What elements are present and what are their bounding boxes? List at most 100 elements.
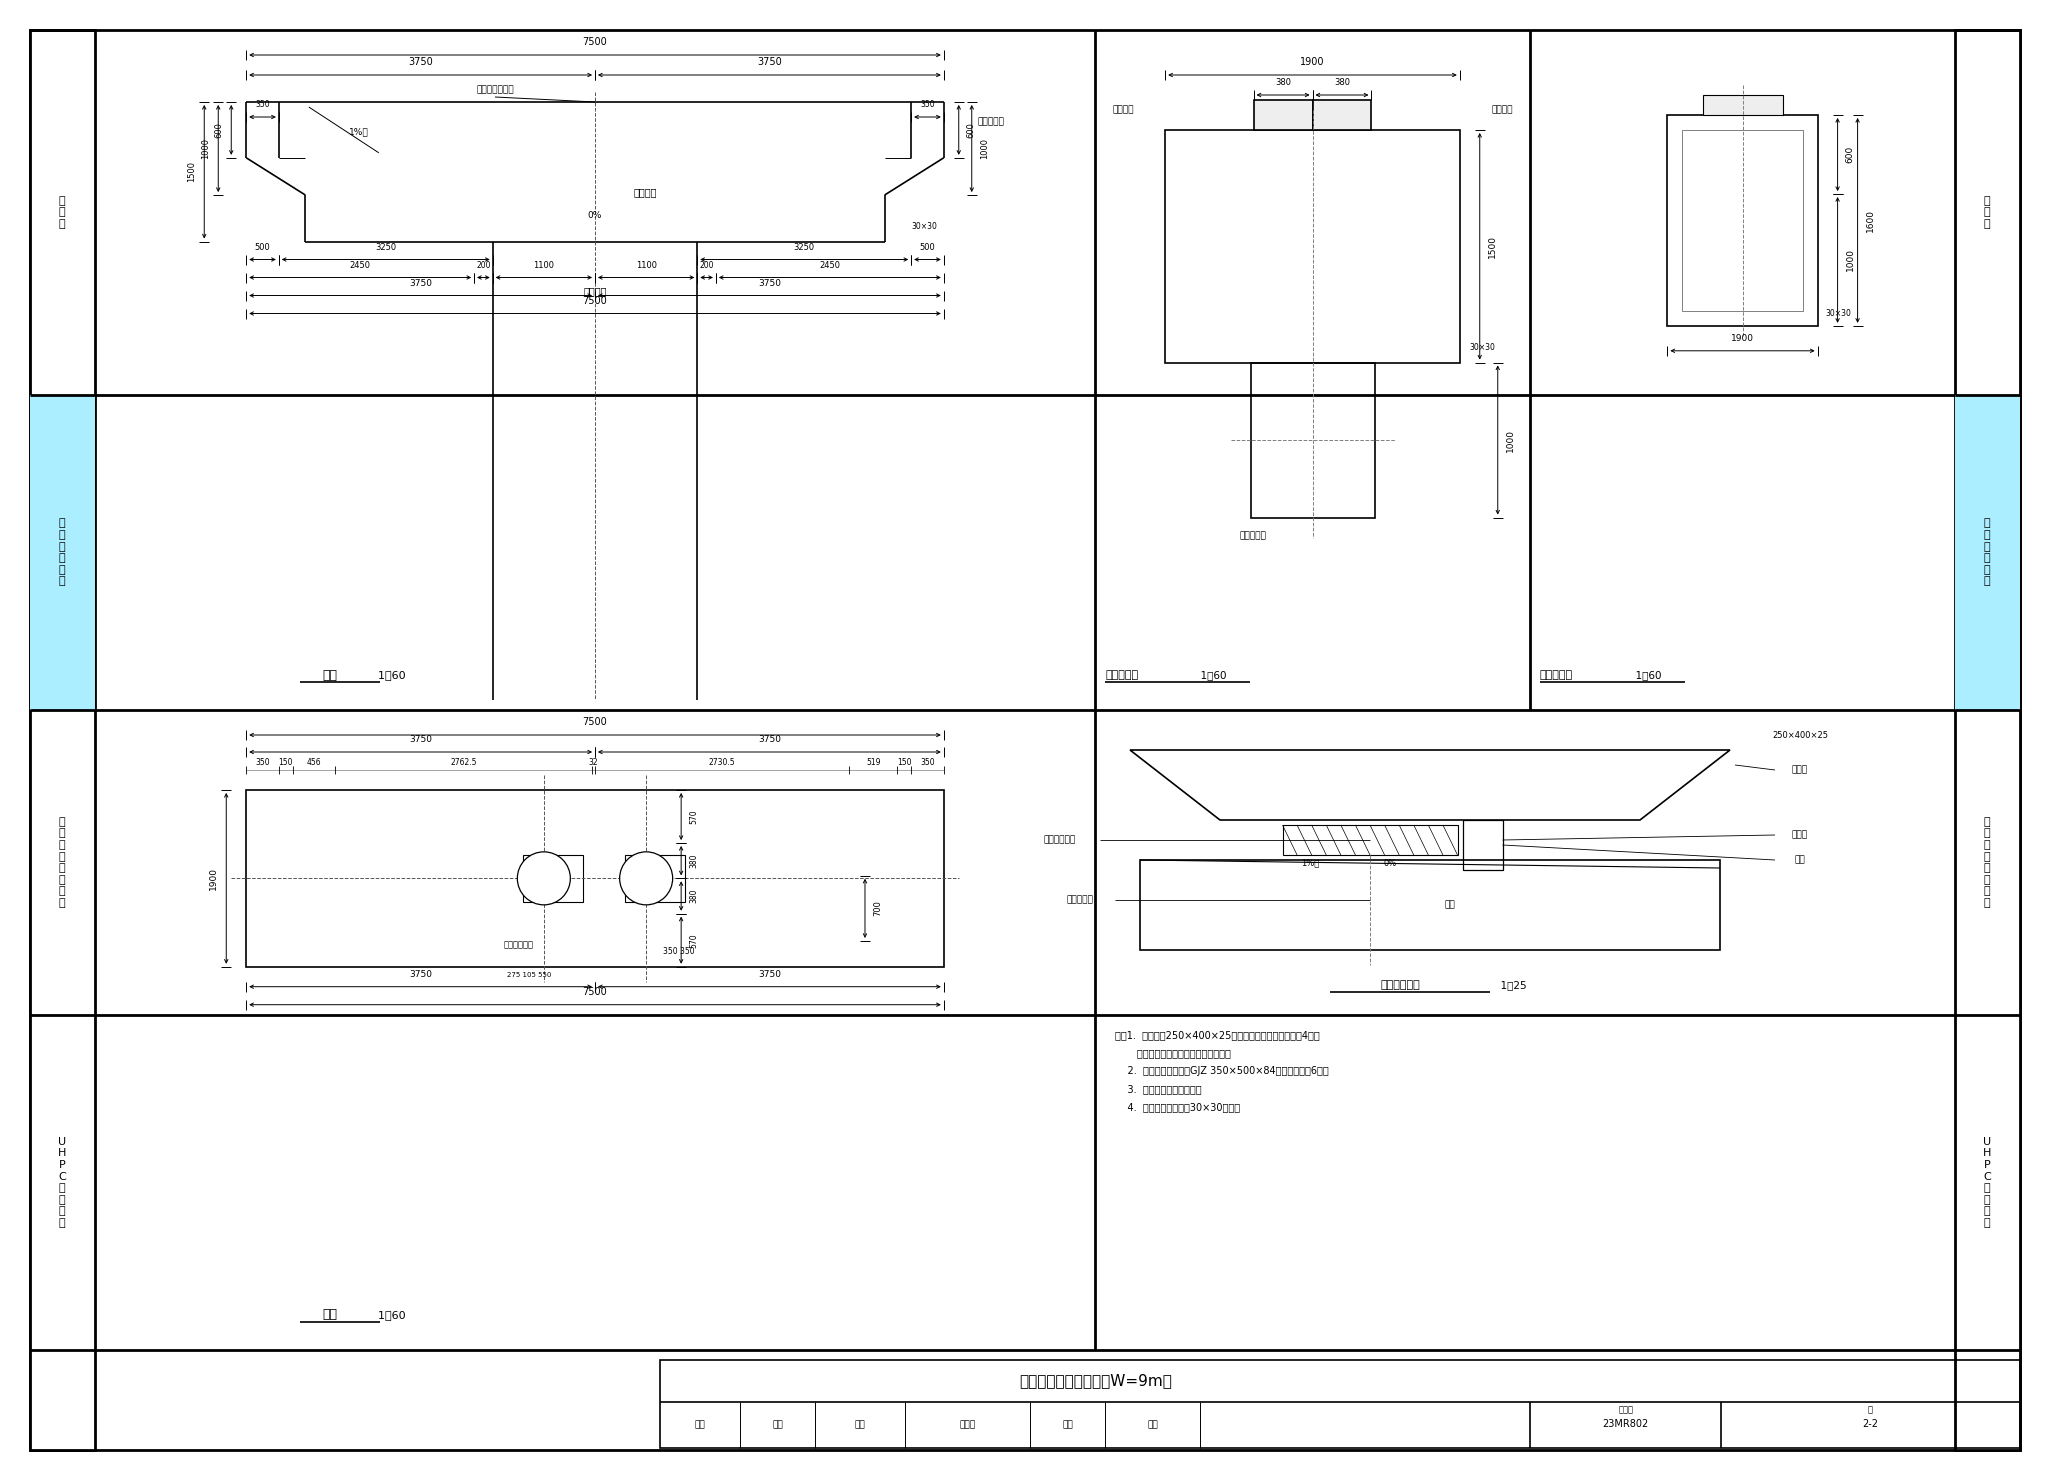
Text: 1100: 1100 [532, 260, 555, 269]
Bar [31, 395, 94, 709]
Bar [1432, 795, 1532, 806]
Text: 7500: 7500 [582, 717, 608, 727]
Text: 7500: 7500 [582, 987, 608, 996]
Text: 570: 570 [688, 933, 698, 947]
Text: 1000: 1000 [1845, 248, 1855, 272]
Text: 页: 页 [1868, 1406, 1874, 1414]
Text: 250×400×25: 250×400×25 [1772, 730, 1829, 739]
Text: 7500: 7500 [582, 37, 608, 47]
Text: 350 350: 350 350 [664, 947, 694, 956]
Text: 抗震橡胶块: 抗震橡胶块 [977, 117, 1006, 127]
Text: 1000: 1000 [979, 137, 989, 160]
Bar [1667, 115, 1817, 325]
Text: 波
纹
钢
管
连
接
桥
墩: 波 纹 钢 管 连 接 桥 墩 [59, 817, 66, 907]
Text: 200: 200 [475, 260, 492, 269]
Text: 1500: 1500 [186, 161, 197, 182]
Text: 1900: 1900 [1300, 58, 1325, 67]
Text: 350: 350 [920, 758, 934, 767]
Text: 肖琳: 肖琳 [1147, 1420, 1157, 1429]
Bar [522, 856, 555, 902]
Text: 30×30: 30×30 [1825, 309, 1851, 318]
Text: 端部横断面: 端部横断面 [1540, 670, 1573, 680]
Text: 350: 350 [256, 101, 270, 109]
Text: 500: 500 [920, 242, 936, 251]
Text: 23MR802: 23MR802 [1602, 1419, 1649, 1429]
Text: 校对: 校对 [854, 1420, 866, 1429]
Circle shape [518, 851, 569, 905]
Text: 支座垫石大样: 支座垫石大样 [1380, 980, 1419, 990]
Text: 1900: 1900 [209, 868, 219, 890]
Text: 1：60: 1：60 [1628, 670, 1661, 680]
Text: 1600: 1600 [1866, 208, 1874, 232]
Bar [1313, 101, 1372, 130]
Text: 1：25: 1：25 [1493, 980, 1526, 990]
Text: 贡麓峰: 贡麓峰 [958, 1420, 975, 1429]
Text: 7500: 7500 [582, 296, 608, 306]
Text: 600: 600 [1845, 146, 1855, 163]
Text: 波
纹
钢
管
连
接
桥
墩: 波 纹 钢 管 连 接 桥 墩 [1985, 817, 1991, 907]
Text: 1：60: 1：60 [371, 670, 406, 680]
Bar [653, 856, 684, 902]
Text: 1000: 1000 [201, 137, 211, 160]
Text: 2450: 2450 [819, 260, 840, 269]
Text: 3750: 3750 [410, 735, 432, 743]
Bar [1462, 820, 1503, 871]
Text: 图集号: 图集号 [1618, 1406, 1632, 1414]
Text: 570: 570 [688, 808, 698, 823]
Text: 30×30: 30×30 [1470, 343, 1495, 352]
Text: 32: 32 [588, 758, 598, 767]
Text: 3750: 3750 [758, 735, 780, 743]
Bar [659, 1360, 2019, 1448]
Bar [1165, 130, 1460, 362]
Bar [551, 856, 584, 902]
Text: 1000: 1000 [1505, 429, 1516, 451]
Text: 小
箱
梁: 小 箱 梁 [59, 197, 66, 229]
Text: 支座垫石: 支座垫石 [1112, 105, 1135, 114]
Text: 立面: 立面 [322, 668, 338, 681]
Text: 陈明: 陈明 [772, 1420, 782, 1429]
Text: 套筒连接盖梁构造图（W=9m）: 套筒连接盖梁构造图（W=9m） [1018, 1373, 1171, 1389]
Bar [1251, 362, 1374, 517]
Text: 3750: 3750 [758, 278, 780, 288]
Text: 1%坡: 1%坡 [348, 127, 369, 136]
Text: 1900: 1900 [1731, 334, 1753, 343]
Text: 1500: 1500 [1487, 235, 1497, 257]
Text: 350: 350 [920, 101, 934, 109]
Text: 注：1.  挡块内设250×400×25抗震橡胶块，每根盖梁共计4块，
       橡胶块用环氧结构胶粘贴在挡块上；
    2.  每根盖梁支座共计GJZ : 注：1. 挡块内设250×400×25抗震橡胶块，每根盖梁共计4块， 橡胶块用环… [1114, 1030, 1329, 1111]
Text: 审核: 审核 [694, 1420, 705, 1429]
Polygon shape [1130, 749, 1731, 820]
Bar [1282, 825, 1458, 854]
Text: 盖梁结构中心线: 盖梁结构中心线 [477, 86, 514, 95]
Text: 1：60: 1：60 [1194, 670, 1227, 680]
Text: 橡胶块: 橡胶块 [1792, 831, 1808, 840]
Text: 500: 500 [254, 242, 270, 251]
Text: 3750: 3750 [758, 58, 782, 67]
Text: 2762.5: 2762.5 [451, 758, 477, 767]
Bar [1681, 130, 1802, 310]
Text: 0%: 0% [588, 210, 602, 220]
Text: 盖梁: 盖梁 [1444, 900, 1456, 909]
Text: 3750: 3750 [410, 278, 432, 288]
Text: 380: 380 [1276, 78, 1290, 87]
Text: 380: 380 [688, 888, 698, 903]
Bar [1253, 101, 1313, 130]
Text: 275 105 550: 275 105 550 [506, 971, 551, 978]
Text: 3750: 3750 [758, 970, 780, 978]
Text: 小箱梁: 小箱梁 [1792, 766, 1808, 774]
Text: 200: 200 [698, 260, 715, 269]
Text: 3250: 3250 [795, 242, 815, 251]
Bar [1956, 395, 2019, 709]
Text: 3750: 3750 [408, 58, 432, 67]
Text: 3250: 3250 [375, 242, 397, 251]
Text: U
H
P
C
连
接
桥
墩: U H P C 连 接 桥 墩 [57, 1137, 66, 1228]
Bar [1702, 95, 1782, 115]
Text: 2450: 2450 [350, 260, 371, 269]
Text: 519: 519 [866, 758, 881, 767]
Bar [1956, 30, 2019, 1450]
Text: 顶面: 顶面 [322, 1308, 338, 1321]
Text: 350: 350 [256, 758, 270, 767]
Bar [1141, 860, 1720, 950]
Text: 150: 150 [279, 758, 293, 767]
Text: 150: 150 [897, 758, 911, 767]
Text: 3750: 3750 [410, 970, 432, 978]
